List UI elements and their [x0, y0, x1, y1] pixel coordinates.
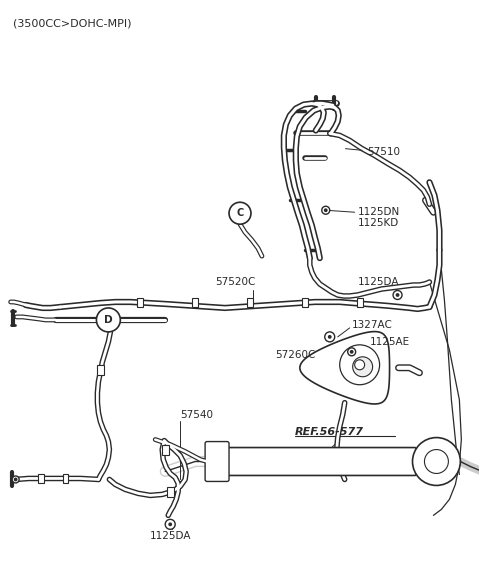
Text: 1125DA: 1125DA — [150, 531, 192, 541]
Circle shape — [14, 478, 17, 480]
FancyBboxPatch shape — [205, 441, 229, 482]
Circle shape — [328, 336, 331, 338]
Circle shape — [348, 348, 356, 356]
Text: 1125AE: 1125AE — [370, 337, 410, 347]
Text: (3500CC>DOHC-MPI): (3500CC>DOHC-MPI) — [12, 19, 131, 29]
Bar — [247, 298, 253, 307]
Circle shape — [169, 523, 171, 525]
Text: 1125DN: 1125DN — [358, 207, 400, 217]
Bar — [357, 298, 363, 307]
Text: 57510: 57510 — [346, 147, 401, 157]
Text: 57520C: 57520C — [215, 277, 255, 287]
Text: 1327AC: 1327AC — [352, 320, 393, 330]
Circle shape — [325, 332, 335, 342]
Circle shape — [396, 294, 399, 296]
Bar — [192, 298, 198, 307]
Circle shape — [96, 308, 120, 332]
Text: 1125KD: 1125KD — [358, 218, 399, 228]
Circle shape — [229, 202, 251, 224]
Circle shape — [165, 519, 175, 529]
Text: REF.56-577: REF.56-577 — [295, 427, 364, 437]
Bar — [97, 365, 104, 375]
Text: C: C — [236, 208, 244, 218]
Text: D: D — [104, 315, 113, 325]
Circle shape — [393, 290, 402, 300]
Circle shape — [322, 206, 330, 214]
Bar — [302, 298, 308, 307]
Circle shape — [353, 357, 372, 377]
Circle shape — [340, 345, 380, 385]
Text: 57260C: 57260C — [275, 350, 315, 360]
Text: 57540: 57540 — [180, 410, 213, 420]
Bar — [162, 445, 168, 455]
Bar — [37, 474, 44, 483]
Polygon shape — [300, 332, 390, 404]
Circle shape — [412, 438, 460, 486]
Bar — [167, 487, 174, 497]
Circle shape — [12, 476, 19, 483]
Circle shape — [355, 360, 365, 370]
Circle shape — [350, 350, 353, 353]
Text: 1125DA: 1125DA — [358, 277, 399, 287]
Bar — [62, 474, 69, 483]
FancyBboxPatch shape — [223, 448, 417, 476]
Circle shape — [424, 449, 448, 473]
Circle shape — [324, 209, 327, 212]
Bar — [137, 298, 144, 307]
